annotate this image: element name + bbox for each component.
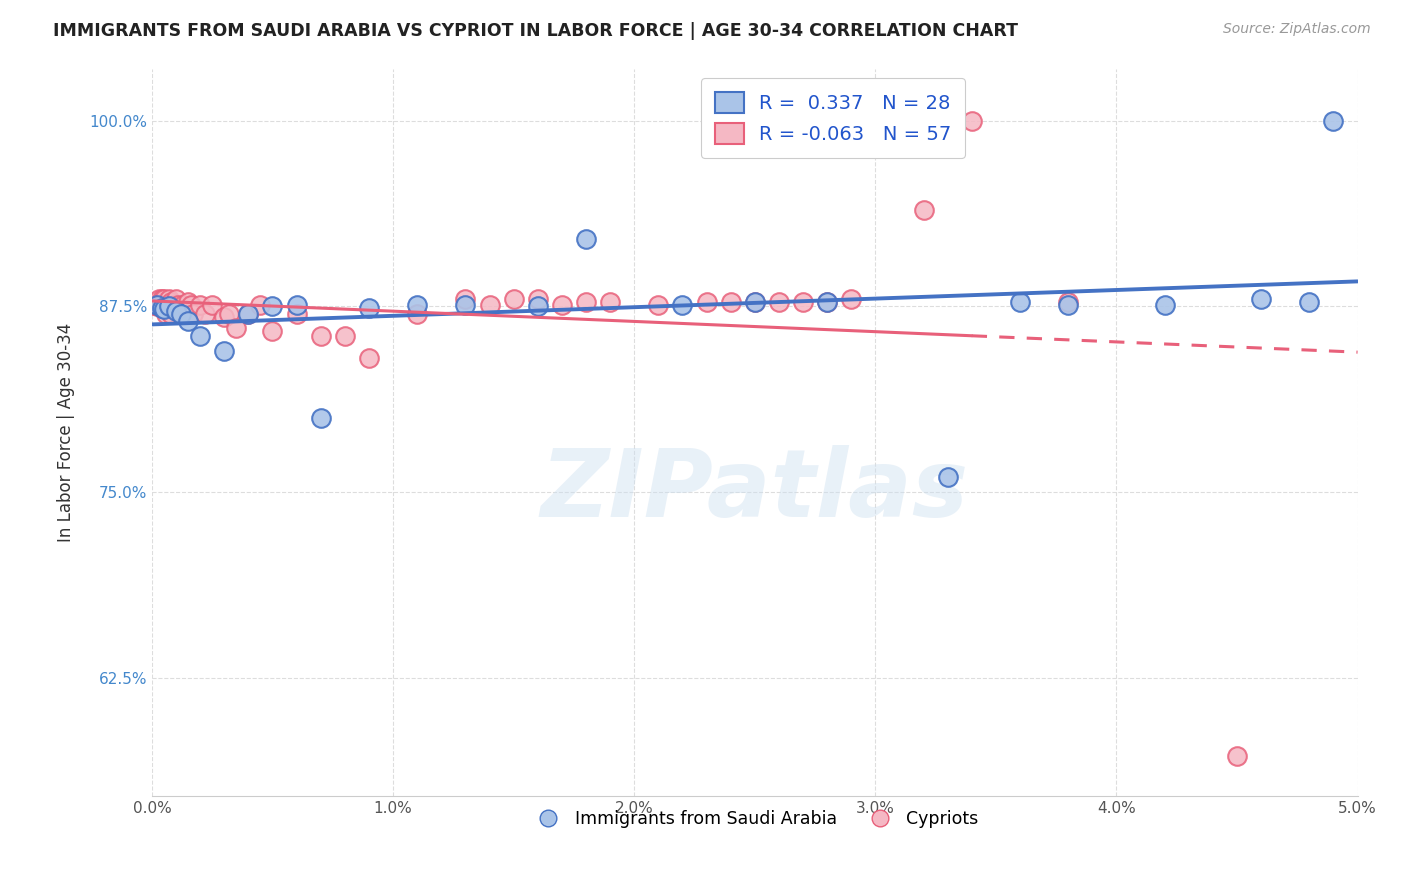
Point (225, 321, 247, 335)
Point (1153, 298, 1175, 312)
Point (160, 294, 183, 309)
Point (177, 294, 200, 309)
Point (181, 307, 204, 321)
Point (768, 294, 790, 309)
Point (160, 307, 183, 321)
Point (218, 307, 240, 321)
Text: Source: ZipAtlas.com: Source: ZipAtlas.com (1223, 22, 1371, 37)
Point (170, 307, 193, 321)
Point (155, 307, 177, 321)
Point (406, 298, 429, 312)
Point (815, 294, 838, 309)
Point (238, 307, 260, 321)
Point (454, 292, 477, 306)
Legend: Immigrants from Saudi Arabia, Cypriots: Immigrants from Saudi Arabia, Cypriots (524, 803, 986, 835)
Point (148, 292, 170, 306)
Point (551, 298, 574, 312)
Point (309, 410, 332, 425)
Point (309, 329, 332, 343)
Point (165, 298, 187, 312)
Point (696, 294, 718, 309)
Point (262, 325, 284, 339)
Point (1057, 298, 1080, 312)
Point (285, 298, 308, 312)
Point (526, 292, 548, 306)
Point (150, 298, 173, 312)
Point (1057, 294, 1080, 309)
Point (792, 294, 814, 309)
Point (157, 292, 180, 306)
Point (201, 298, 224, 312)
Text: ZIPatlas: ZIPatlas (541, 445, 969, 537)
Point (406, 307, 429, 321)
Point (333, 329, 356, 343)
Point (194, 307, 217, 321)
Point (839, 292, 862, 306)
Point (744, 294, 766, 309)
Point (143, 298, 166, 312)
Y-axis label: In Labor Force | Age 30-34: In Labor Force | Age 30-34 (58, 323, 75, 542)
Point (936, 470, 959, 484)
Point (170, 307, 193, 321)
Point (165, 303, 187, 318)
Point (145, 299, 167, 313)
Point (1008, 294, 1031, 309)
Point (179, 298, 201, 312)
Point (188, 329, 211, 343)
Point (165, 292, 187, 306)
Point (145, 298, 167, 312)
Point (526, 299, 548, 313)
Point (177, 307, 200, 321)
Point (172, 298, 194, 312)
Point (177, 314, 200, 328)
Point (575, 232, 598, 246)
Point (960, 113, 983, 128)
Point (478, 298, 501, 312)
Point (502, 292, 524, 306)
Point (262, 299, 284, 313)
Point (150, 301, 173, 315)
Point (153, 294, 176, 309)
Point (815, 294, 838, 309)
Point (214, 343, 236, 358)
Point (744, 294, 766, 309)
Point (162, 298, 184, 312)
Point (1298, 294, 1320, 309)
Point (188, 298, 211, 312)
Point (150, 292, 173, 306)
Point (285, 307, 308, 321)
Point (238, 307, 260, 321)
Point (153, 302, 176, 317)
Point (720, 294, 742, 309)
Point (157, 298, 180, 312)
Point (1322, 113, 1344, 128)
Point (148, 298, 170, 312)
Point (575, 294, 598, 309)
Point (647, 298, 669, 312)
Point (912, 202, 935, 217)
Point (671, 298, 693, 312)
Point (454, 298, 477, 312)
Point (214, 310, 236, 324)
Point (1226, 749, 1249, 764)
Point (155, 298, 177, 312)
Point (1250, 292, 1272, 306)
Point (157, 299, 180, 313)
Point (249, 298, 271, 312)
Text: IMMIGRANTS FROM SAUDI ARABIA VS CYPRIOT IN LABOR FORCE | AGE 30-34 CORRELATION C: IMMIGRANTS FROM SAUDI ARABIA VS CYPRIOT … (53, 22, 1018, 40)
Point (357, 351, 380, 366)
Point (357, 301, 380, 315)
Point (599, 294, 621, 309)
Point (153, 292, 176, 306)
Point (167, 298, 190, 312)
